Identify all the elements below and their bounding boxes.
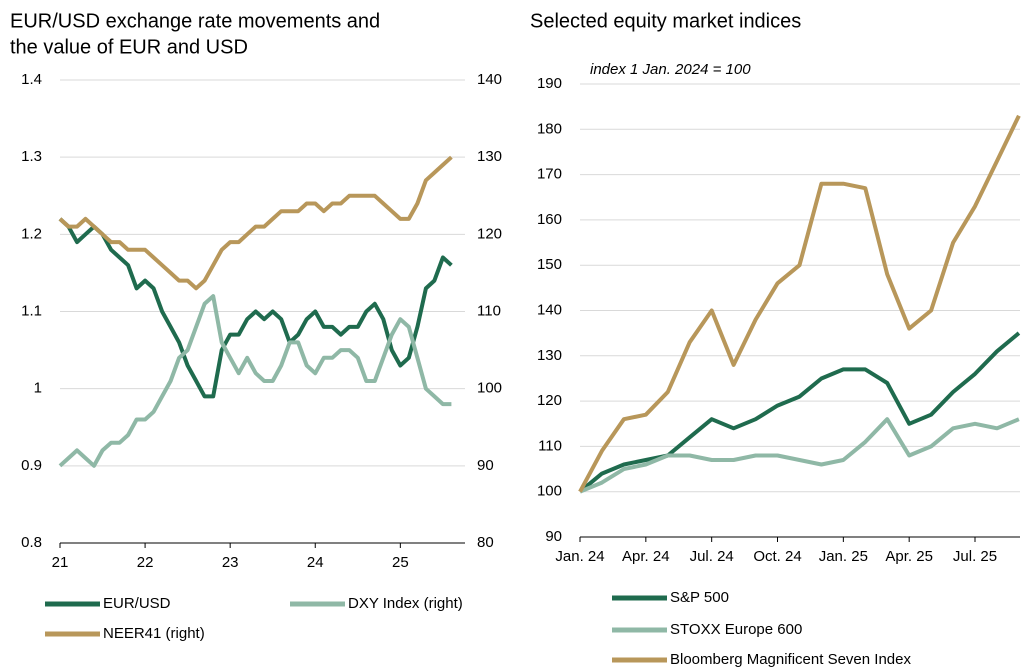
x-tick-label: Jul. 24 [690,548,734,565]
y-tick-label: 1.1 [21,302,42,319]
series-line [58,155,453,291]
y-tick-label: 1.3 [21,148,42,165]
y-tick-label: 120 [537,392,562,409]
series-line [58,217,453,399]
chart-title: EUR/USD exchange rate movements and [10,10,380,32]
x-tick-label: 22 [137,554,154,571]
legend-label: EUR/USD [103,595,171,612]
chart-title: Selected equity market indices [530,10,801,32]
y2-tick-label: 140 [477,71,502,88]
series-line [578,331,1021,494]
y2-tick-label: 90 [477,457,494,474]
y-tick-label: 110 [538,437,562,454]
chart-title: the value of EUR and USD [10,36,248,58]
x-tick-label: 25 [392,554,409,571]
y-tick-label: 160 [537,211,562,228]
y2-tick-label: 100 [477,380,502,397]
x-tick-label: Oct. 24 [753,548,801,565]
x-tick-label: 21 [52,554,69,571]
y-tick-label: 180 [537,120,562,137]
y-tick-label: 0.8 [21,534,42,551]
legend-label: S&P 500 [670,589,729,606]
y2-tick-label: 130 [477,148,502,165]
series-line [58,294,452,468]
y-tick-label: 190 [537,75,562,92]
legend-label: NEER41 (right) [103,625,205,642]
y-tick-label: 90 [545,528,562,545]
y2-tick-label: 120 [477,225,502,242]
x-tick-label: 23 [222,554,239,571]
y-tick-label: 100 [537,483,562,500]
x-tick-label: Jan. 24 [555,548,604,565]
y-tick-label: 150 [537,256,562,273]
y-tick-label: 140 [537,301,562,318]
y-tick-label: 1 [34,380,42,397]
x-tick-label: Jul. 25 [953,548,997,565]
x-tick-label: Apr. 25 [885,548,933,565]
series-line [578,114,1021,493]
legend-label: Bloomberg Magnificent Seven Index [670,651,911,668]
x-tick-label: Jan. 25 [819,548,868,565]
legend-label: DXY Index (right) [348,595,463,612]
y-tick-label: 1.2 [21,225,42,242]
y-tick-label: 170 [537,166,562,183]
x-tick-label: Apr. 24 [622,548,670,565]
annotation: index 1 Jan. 2024 = 100 [590,61,751,78]
series-line [579,417,1020,494]
y-tick-label: 130 [537,347,562,364]
x-tick-label: 24 [307,554,324,571]
y2-tick-label: 80 [477,534,494,551]
y-tick-label: 1.4 [21,71,42,88]
y2-tick-label: 110 [477,302,501,319]
legend-label: STOXX Europe 600 [670,621,802,638]
y-tick-label: 0.9 [21,457,42,474]
